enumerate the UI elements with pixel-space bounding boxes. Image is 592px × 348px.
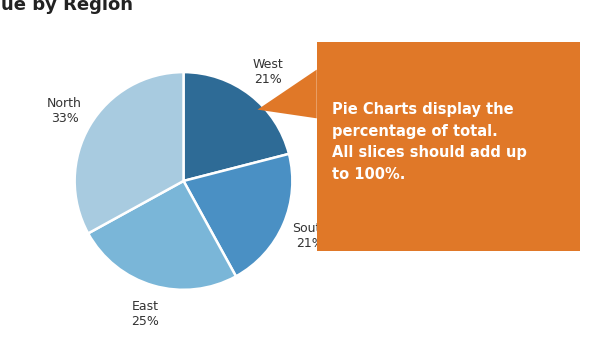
Text: North
33%: North 33% bbox=[47, 96, 82, 125]
Text: East
25%: East 25% bbox=[131, 300, 159, 328]
Text: South
21%: South 21% bbox=[292, 222, 329, 250]
Wedge shape bbox=[184, 72, 289, 181]
Wedge shape bbox=[88, 181, 236, 290]
Text: West
21%: West 21% bbox=[253, 58, 284, 86]
Text: Pie Charts display the
percentage of total.
All slices should add up
to 100%.: Pie Charts display the percentage of tot… bbox=[332, 102, 526, 182]
Wedge shape bbox=[75, 72, 184, 234]
Wedge shape bbox=[184, 154, 292, 276]
Title: 2017 Revenue by Region: 2017 Revenue by Region bbox=[0, 0, 133, 14]
